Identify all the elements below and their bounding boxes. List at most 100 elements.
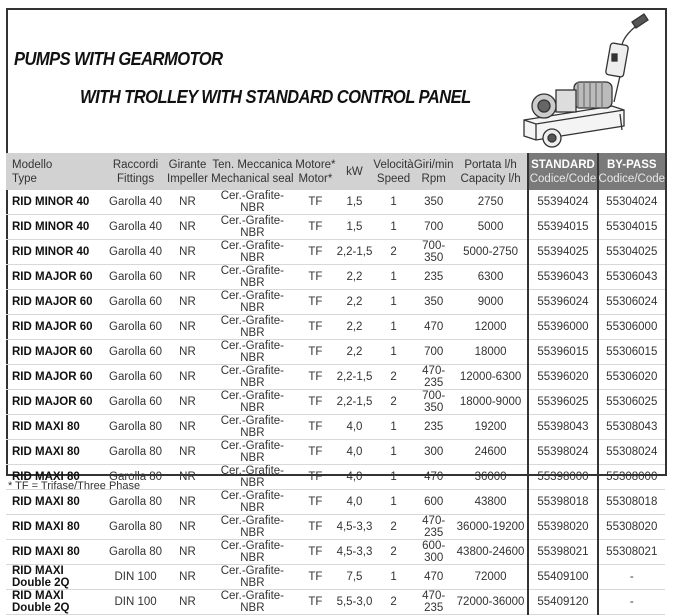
cell-impeller: NR	[165, 439, 210, 465]
cell-speed: 2	[373, 389, 414, 415]
cell-motor: TF	[295, 414, 336, 440]
cell-model: RID MAXI Double 2Q	[6, 564, 106, 590]
cell-seal: Cer.-Grafite-NBR	[209, 364, 296, 390]
cell-bypass-code: 55306043	[596, 264, 665, 290]
cell-capacity: 9000	[453, 289, 529, 315]
cell-model: RID MAXI 80	[6, 489, 106, 515]
cell-motor: TF	[295, 589, 336, 615]
cell-rpm: 350	[413, 190, 454, 215]
cell-model: RID MAXI 80	[6, 414, 106, 440]
cell-fittings: Garolla 80	[105, 489, 166, 515]
cell-kw: 1,5	[335, 190, 374, 215]
cell-kw: 4,0	[335, 489, 374, 515]
cell-kw: 2,2-1,5	[335, 389, 374, 415]
cell-bypass-code: 55306015	[596, 339, 665, 365]
cell-fittings: Garolla 60	[105, 389, 166, 415]
cell-model: RID MAJOR 60	[6, 314, 106, 340]
cell-impeller: NR	[165, 239, 210, 265]
cell-model: RID MAXI 80	[6, 539, 106, 565]
cell-bypass-code: 55308000	[596, 464, 665, 490]
cell-fittings: Garolla 80	[105, 539, 166, 565]
cell-standard-code: 55398021	[527, 539, 598, 565]
cell-impeller: NR	[165, 289, 210, 315]
cell-model: RID MAJOR 60	[6, 339, 106, 365]
cell-model: RID MAJOR 60	[6, 389, 106, 415]
cell-speed: 1	[373, 264, 414, 290]
cell-motor: TF	[295, 439, 336, 465]
cell-rpm: 470-235	[413, 589, 454, 615]
cell-standard-code: 55398024	[527, 439, 598, 465]
cell-bypass-code: 55308020	[596, 514, 665, 540]
cell-speed: 2	[373, 589, 414, 615]
cell-motor: TF	[295, 564, 336, 590]
cell-impeller: NR	[165, 339, 210, 365]
cell-kw: 4,5-3,3	[335, 539, 374, 565]
table-row: RID MAJOR 60 Garolla 60 NR Cer.-Grafite-NBR…	[6, 314, 665, 340]
cell-impeller: NR	[165, 589, 210, 615]
cell-rpm: 300	[413, 439, 454, 465]
cell-fittings: Garolla 40	[105, 214, 166, 240]
cell-speed: 1	[373, 339, 414, 365]
cell-seal: Cer.-Grafite-NBR	[209, 414, 296, 440]
cell-seal: Cer.-Grafite-NBR	[209, 389, 296, 415]
header-standard-code: STANDARD Codice/Code	[527, 153, 598, 190]
cell-bypass-code: 55304015	[596, 214, 665, 240]
cell-impeller: NR	[165, 539, 210, 565]
cell-model: RID MAJOR 60	[6, 364, 106, 390]
cell-capacity: 43800	[453, 489, 529, 515]
cell-rpm: 600	[413, 489, 454, 515]
cell-kw: 2,2	[335, 339, 374, 365]
cell-kw: 4,5-3,3	[335, 514, 374, 540]
cell-model: RID MINOR 40	[6, 214, 106, 240]
cell-seal: Cer.-Grafite-NBR	[209, 264, 296, 290]
cell-speed: 2	[373, 514, 414, 540]
cell-kw: 4,0	[335, 439, 374, 465]
cell-rpm: 470-235	[413, 364, 454, 390]
cell-standard-code: 55409120	[527, 589, 598, 615]
table-row: RID MAJOR 60 Garolla 60 NR Cer.-Grafite-NBR…	[6, 364, 665, 390]
cell-fittings: Garolla 60	[105, 364, 166, 390]
cell-rpm: 470	[413, 314, 454, 340]
title-line-2: WITH TROLLEY WITH STANDARD CONTROL PANEL	[80, 87, 471, 107]
cell-standard-code: 55409100	[527, 564, 598, 590]
cell-seal: Cer.-Grafite-NBR	[209, 239, 296, 265]
cell-capacity: 19200	[453, 414, 529, 440]
cell-standard-code: 55394024	[527, 190, 598, 215]
header-seal: Ten. Meccanica Mechanical seal	[209, 153, 296, 190]
cell-fittings: Garolla 60	[105, 314, 166, 340]
table-row: RID MAXI Double 2Q DIN 100 NR Cer.-Grafite-…	[6, 589, 665, 615]
header-motor: Motore* Motor*	[295, 153, 336, 190]
cell-bypass-code: 55308043	[596, 414, 665, 440]
cell-motor: TF	[295, 539, 336, 565]
cell-standard-code: 55396024	[527, 289, 598, 315]
cell-bypass-code: 55306020	[596, 364, 665, 390]
cell-kw: 7,5	[335, 564, 374, 590]
cell-bypass-code: 55308021	[596, 539, 665, 565]
header-speed: Velocità Speed	[373, 153, 414, 190]
cell-standard-code: 55396043	[527, 264, 598, 290]
cell-motor: TF	[295, 314, 336, 340]
cell-capacity: 12000	[453, 314, 529, 340]
cell-standard-code: 55394015	[527, 214, 598, 240]
table-row: RID MAXI 80 Garolla 80 NR Cer.-Grafite-NBR T…	[6, 464, 665, 490]
cell-seal: Cer.-Grafite-NBR	[209, 190, 296, 215]
table-row: RID MAXI 80 Garolla 80 NR Cer.-Grafite-NBR T…	[6, 439, 665, 465]
header-rpm: Giri/min Rpm	[413, 153, 454, 190]
table-row: RID MAXI Double 2Q DIN 100 NR Cer.-Grafite-…	[6, 564, 665, 590]
cell-impeller: NR	[165, 214, 210, 240]
cell-motor: TF	[295, 339, 336, 365]
cell-fittings: Garolla 40	[105, 190, 166, 215]
cell-kw: 1,5	[335, 214, 374, 240]
cell-impeller: NR	[165, 364, 210, 390]
cell-standard-code: 55398043	[527, 414, 598, 440]
cell-rpm: 235	[413, 264, 454, 290]
cell-capacity: 36000-19200	[453, 514, 529, 540]
cell-seal: Cer.-Grafite-NBR	[209, 564, 296, 590]
cell-speed: 1	[373, 314, 414, 340]
cell-capacity: 12000-6300	[453, 364, 529, 390]
cell-speed: 1	[373, 489, 414, 515]
cell-capacity: 24600	[453, 439, 529, 465]
cell-speed: 2	[373, 364, 414, 390]
cell-standard-code: 55398018	[527, 489, 598, 515]
cell-standard-code: 55394025	[527, 239, 598, 265]
